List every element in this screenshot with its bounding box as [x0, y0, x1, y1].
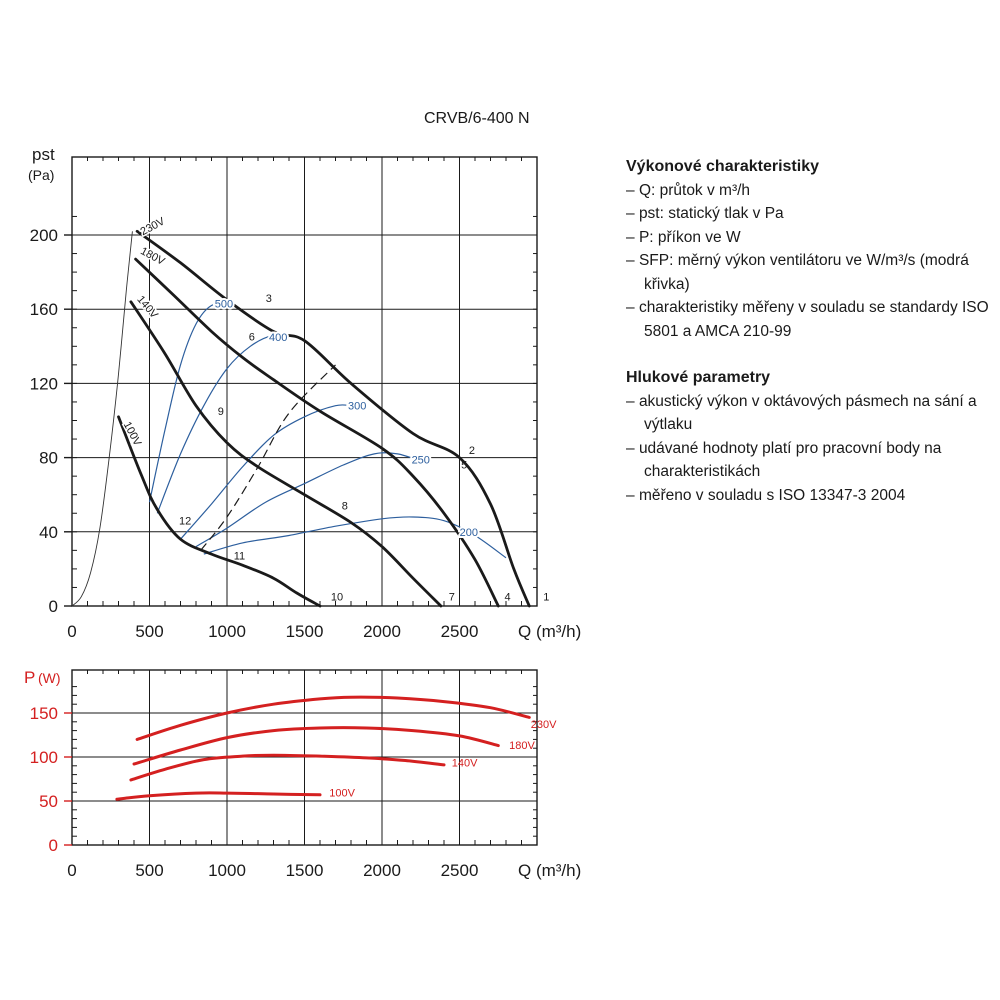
sfp-curve-250	[195, 452, 421, 548]
speed-curve-100V	[117, 415, 322, 608]
performance-item: P: příkon ve W	[626, 226, 996, 250]
y-tick-label: 0	[49, 597, 58, 616]
series-label: 100V	[329, 788, 355, 800]
y-tick-label: 160	[30, 300, 58, 319]
point-label: 9	[218, 406, 224, 418]
x-tick-label: 2500	[441, 622, 479, 641]
performance-item: charakteristiky měřeny v souladu se stan…	[626, 296, 996, 343]
series-label: 230V	[531, 719, 557, 731]
power-curve-230V	[135, 695, 531, 741]
point-label: 2	[469, 445, 475, 457]
x-tick-label: 500	[135, 622, 163, 641]
x-tick-label: 0	[67, 622, 76, 641]
y-tick-label: 150	[30, 704, 58, 723]
sfp-curve-200	[203, 516, 507, 559]
point-label: 4	[504, 591, 510, 603]
x-tick-label: 2000	[363, 622, 401, 641]
series-label: 140V	[452, 758, 478, 770]
x-tick-label: 2500	[441, 861, 479, 880]
speed-curve-180V	[134, 257, 500, 608]
point-label: 12	[179, 515, 191, 527]
x-axis-label: Q (m³/h)	[518, 622, 581, 641]
series-label: 180V	[509, 740, 535, 752]
noise-info: Hlukové parametry akustický výkon v oktá…	[626, 366, 996, 507]
performance-heading: Výkonové charakteristiky	[626, 158, 819, 175]
chart-title: CRVB/6-400 N	[424, 110, 530, 127]
x-tick-label: 1500	[286, 861, 324, 880]
x-tick-label: 500	[135, 861, 163, 880]
x-tick-label: 1500	[286, 622, 324, 641]
y-axis-unit: (W)	[38, 670, 61, 686]
point-label: 10	[331, 591, 343, 603]
sfp-curve-500	[148, 303, 228, 503]
sfp-label: 400	[269, 332, 287, 344]
point-label: 1	[543, 591, 549, 603]
y-tick-label: 0	[49, 836, 58, 855]
system-curve	[71, 231, 133, 607]
point-label: 6	[249, 332, 255, 344]
performance-item: pst: statický tlak v Pa	[626, 202, 996, 226]
x-tick-label: 2000	[363, 861, 401, 880]
noise-heading: Hlukové parametry	[626, 369, 771, 386]
y-axis-unit: (Pa)	[28, 167, 54, 183]
x-tick-label: 0	[67, 861, 76, 880]
speed-curve-230V	[135, 229, 531, 608]
sfp-label: 250	[412, 454, 430, 466]
point-label: 3	[266, 293, 272, 305]
sfp-label: 500	[215, 299, 233, 311]
noise-item: měřeno v souladu s ISO 13347-3 2004	[626, 484, 996, 508]
y-tick-label: 50	[39, 792, 58, 811]
y-axis-label: pst	[32, 145, 55, 164]
sfp-curve-300	[180, 404, 352, 540]
performance-item: SFP: měrný výkon ventilátoru ve W/m³/s (…	[626, 249, 996, 296]
noise-item: udávané hodnoty platí pro pracovní body …	[626, 437, 996, 484]
power-curve-100V	[115, 791, 322, 801]
point-label: 11	[234, 551, 245, 563]
y-axis-label: P	[24, 668, 35, 687]
sfp-curve-400	[156, 334, 290, 514]
x-tick-label: 1000	[208, 622, 246, 641]
speed-label: 140V	[134, 294, 160, 322]
y-tick-label: 40	[39, 523, 58, 542]
speed-curve-140V	[129, 300, 443, 608]
performance-info: Výkonové charakteristiky Q: průtok v m³/…	[626, 155, 996, 343]
pressure-plot: 0 500 1000 1500 2000 2500 Q (m³/h)040801201602…	[28, 145, 581, 641]
y-tick-label: 80	[39, 449, 58, 468]
point-label: 5	[461, 460, 467, 472]
sfp-label: 200	[460, 527, 478, 539]
performance-item: Q: průtok v m³/h	[626, 179, 996, 203]
y-tick-label: 200	[30, 226, 58, 245]
x-tick-label: 1000	[208, 861, 246, 880]
power-curve-180V	[132, 726, 500, 766]
noise-item: akustický výkon v oktávových pásmech na …	[626, 390, 996, 437]
point-label: 8	[342, 501, 348, 513]
y-tick-label: 100	[30, 748, 58, 767]
sfp-label: 300	[348, 401, 366, 413]
power-plot: 0 500 1000 1500 2000 2500 Q (m³/h) 0 50 100 150 P (W…	[24, 668, 581, 880]
point-label: 7	[449, 591, 455, 603]
power-curve-140V	[129, 753, 446, 782]
y-tick-label: 120	[30, 374, 58, 393]
x-axis-label: Q (m³/h)	[518, 861, 581, 880]
